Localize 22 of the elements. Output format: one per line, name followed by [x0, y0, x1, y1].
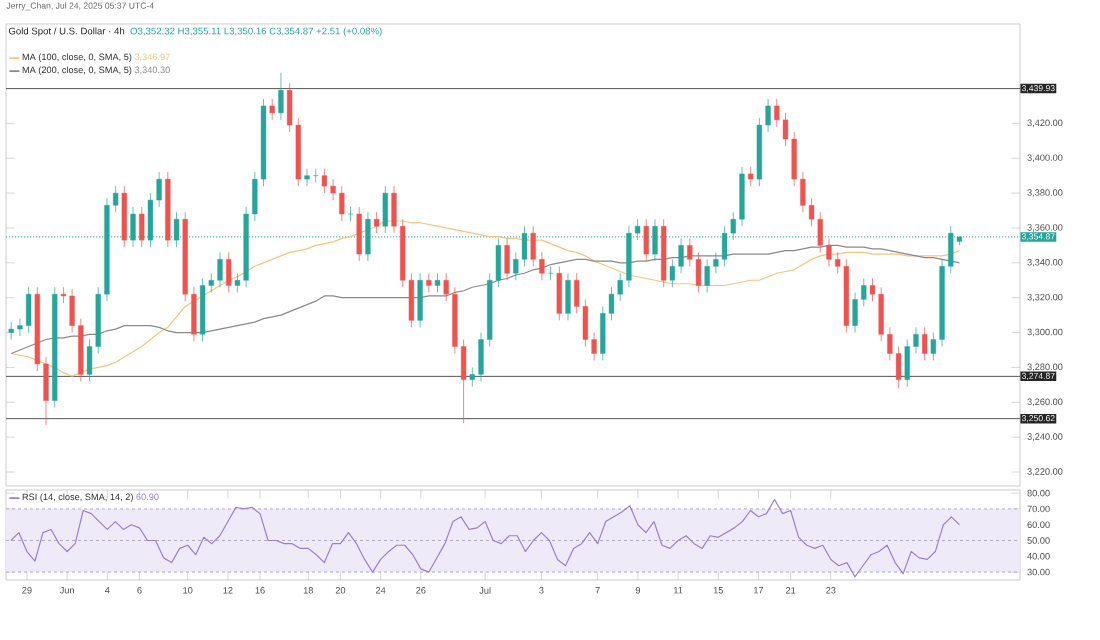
candlestick: [356, 206, 362, 262]
candlestick: [321, 168, 328, 194]
candlestick: [695, 252, 702, 293]
candlestick: [748, 166, 754, 187]
candlestick: [373, 211, 380, 234]
candlestick: [547, 265, 554, 281]
candlestick: [556, 265, 562, 321]
candlestick: [139, 206, 145, 248]
candlestick: [922, 326, 928, 361]
candlestick: [278, 72, 284, 121]
candlestick: [226, 252, 232, 293]
candlestick: [347, 206, 354, 222]
candlestick: [565, 272, 571, 321]
candlestick: [434, 272, 441, 293]
candlestick: [382, 185, 388, 234]
candlestick: [304, 168, 310, 187]
candlestick: [417, 272, 423, 328]
candlestick: [121, 185, 127, 248]
candlestick: [426, 272, 432, 293]
candlestick: [504, 238, 510, 281]
candlestick: [643, 218, 649, 262]
candlestick: [269, 98, 275, 121]
